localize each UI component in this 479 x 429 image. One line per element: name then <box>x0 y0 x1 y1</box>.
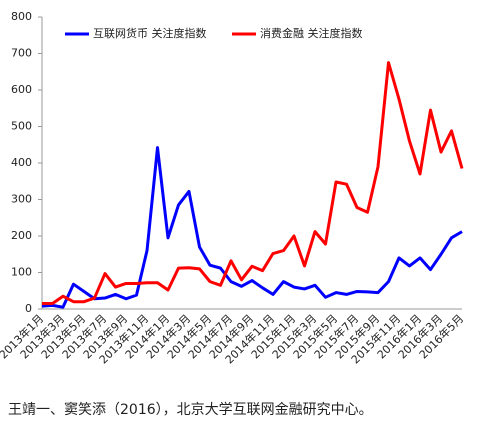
y-tick-label: 600 <box>11 83 32 96</box>
y-tick-label: 200 <box>11 229 32 242</box>
y-tick-label: 400 <box>11 156 32 169</box>
series-line <box>41 146 463 309</box>
legend-label: 互联网货币 关注度指数 <box>93 26 207 40</box>
series-line <box>42 61 464 306</box>
source: 王靖一、窦笑添（2016），北京大学互联网金融研究中心。 <box>8 402 373 418</box>
y-tick-label: 300 <box>11 193 32 206</box>
y-tick-label: 0 <box>25 302 32 315</box>
y-tick-label: 800 <box>11 10 32 23</box>
y-tick-label: 500 <box>11 120 32 133</box>
y-tick-label: 700 <box>11 47 32 60</box>
y-tick-label: 100 <box>11 266 32 279</box>
legend-label: 消费金融 关注度指数 <box>260 26 363 40</box>
